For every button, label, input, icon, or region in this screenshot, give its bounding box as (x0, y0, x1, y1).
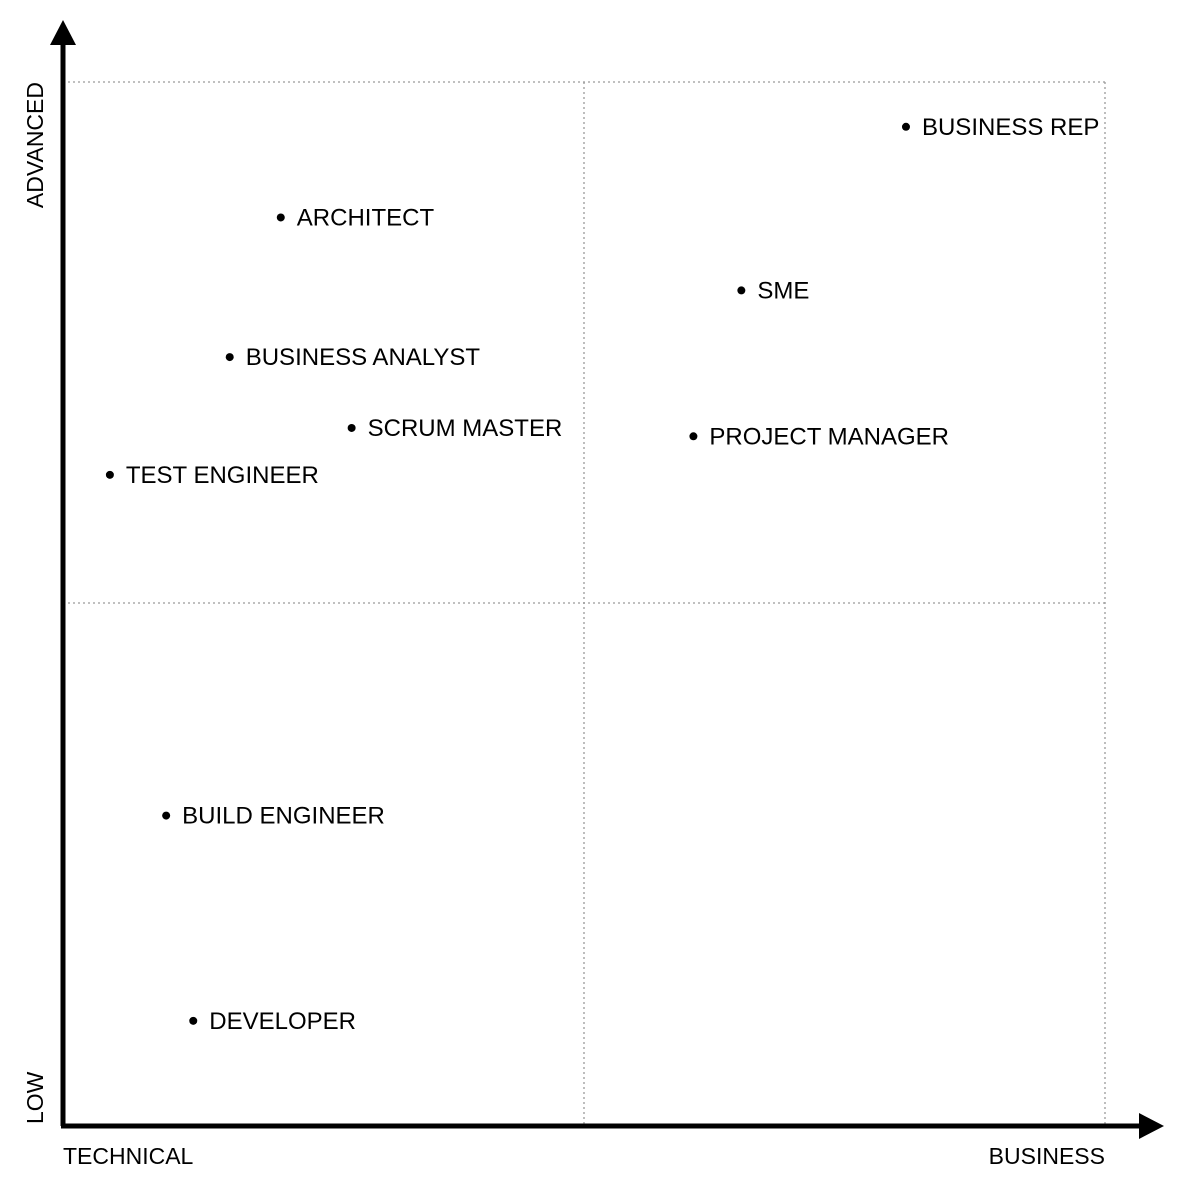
x-axis-start-label: TECHNICAL (63, 1143, 194, 1169)
point-marker (276, 213, 285, 222)
x-axis-arrow-icon (1139, 1113, 1164, 1139)
point-label: BUILD ENGINEER (182, 803, 385, 830)
point-marker (105, 470, 114, 479)
y-axis-arrow-icon (50, 20, 76, 45)
point-label: BUSINESS ANALYST (246, 344, 481, 371)
data-point: DEVELOPER (189, 1008, 356, 1035)
point-marker (189, 1016, 198, 1025)
x-axis-end-label: BUSINESS (989, 1143, 1105, 1169)
data-points: BUSINESS REP ARCHITECT SME BUSINESS ANALYST… (105, 114, 1099, 1035)
point-label: BUSINESS REP (922, 114, 1099, 141)
y-axis-start-label: LOW (22, 1071, 48, 1124)
point-marker (689, 432, 698, 441)
point-marker (901, 122, 910, 131)
data-point: BUILD ENGINEER (162, 803, 385, 830)
data-point: BUSINESS REP (901, 114, 1099, 141)
point-label: ARCHITECT (297, 204, 435, 231)
y-axis-end-label: ADVANCED (22, 82, 48, 208)
data-point: SCRUM MASTER (347, 415, 563, 442)
point-label: PROJECT MANAGER (709, 423, 949, 450)
point-label: TEST ENGINEER (126, 462, 319, 489)
data-point: TEST ENGINEER (105, 462, 319, 489)
point-label: SCRUM MASTER (368, 415, 563, 442)
data-point: ARCHITECT (276, 204, 435, 231)
point-marker (347, 423, 356, 432)
data-point: SME (737, 277, 809, 304)
data-point: PROJECT MANAGER (689, 423, 949, 450)
data-point: BUSINESS ANALYST (225, 344, 481, 371)
point-marker (162, 811, 171, 820)
grid (63, 81, 1106, 1124)
point-marker (225, 353, 234, 362)
point-marker (737, 286, 746, 295)
point-label: DEVELOPER (209, 1008, 356, 1035)
point-label: SME (757, 277, 809, 304)
